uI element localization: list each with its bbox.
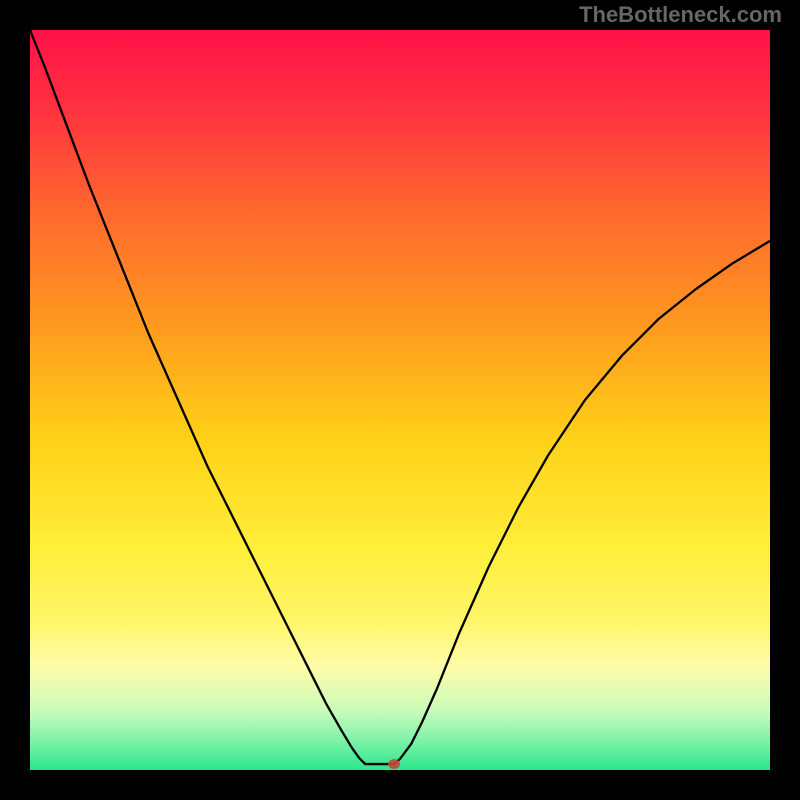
chart-background xyxy=(30,30,770,770)
optimal-point-marker xyxy=(388,759,400,769)
watermark-text: TheBottleneck.com xyxy=(579,2,782,28)
bottleneck-chart xyxy=(0,0,800,800)
